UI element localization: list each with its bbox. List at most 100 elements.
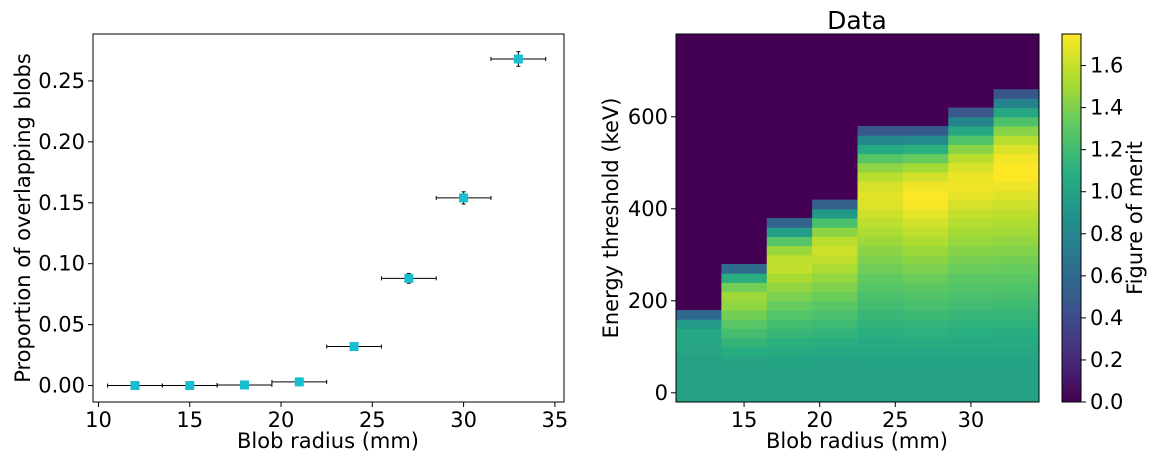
heatmap-cell [857, 236, 904, 247]
heatmap-cell [812, 199, 858, 210]
heatmap-cell [766, 300, 813, 311]
square-marker [294, 377, 304, 387]
heatmap-cell [857, 365, 904, 375]
heatmap-cell [766, 346, 813, 357]
square-marker [404, 273, 414, 283]
colorbar-ticks: 0.0 0.2 0.4 0.6 0.8 1.0 1.2 1.4 1.6 [1081, 54, 1123, 414]
heatmap-cell [857, 199, 904, 210]
heatmap-cell [766, 227, 813, 237]
heatmap-cell [902, 199, 949, 210]
heatmap-title: Data [827, 6, 887, 35]
heatmap-cell [676, 356, 722, 366]
heatmap-cell [902, 365, 949, 375]
square-marker [185, 381, 195, 391]
colorbar-tick-label: 0.4 [1090, 306, 1123, 330]
data-point-1 [161, 381, 218, 391]
y-tick-label: 0 [655, 381, 668, 405]
heatmap-cell [993, 245, 1040, 256]
heatmap-cell [857, 227, 904, 237]
heatmap-cell [902, 374, 949, 385]
colorbar-tick-label: 0.0 [1090, 390, 1123, 414]
heatmap-cell [948, 153, 995, 164]
colorbar-label: Figure of merit [1123, 141, 1147, 295]
heatmap-cell [676, 392, 722, 403]
heatmap-cell [948, 236, 995, 247]
heatmap-cell [993, 107, 1040, 118]
heatmap-cell [857, 218, 904, 228]
y-tick-label: 600 [628, 105, 668, 129]
y-tick-label: 400 [628, 197, 668, 221]
heatmap-cell [948, 245, 995, 256]
heatmap-cell [857, 245, 904, 256]
heatmap-cell [812, 208, 858, 219]
heatmap-cell [993, 144, 1040, 155]
data-point-7 [490, 51, 547, 67]
square-marker [240, 380, 250, 390]
heatmap-cell [948, 300, 995, 311]
heatmap-cell [857, 126, 904, 136]
heatmap-cell [993, 365, 1040, 375]
data-point-6 [435, 191, 492, 205]
heatmap-cell [902, 126, 949, 136]
heatmap-cell [766, 383, 813, 394]
heatmap-cell [948, 383, 995, 394]
heatmap-cell [857, 144, 904, 155]
scatter-marks [107, 51, 547, 391]
heatmap-cell [993, 236, 1040, 247]
heatmap-frame [675, 33, 1040, 403]
heatmap-cell [993, 162, 1040, 173]
y-tick-label: 0.00 [38, 374, 85, 398]
heatmap-cell [948, 199, 995, 210]
colorbar-tick-label: 0.6 [1090, 264, 1123, 288]
square-marker [459, 193, 469, 203]
heatmap-cell [902, 162, 949, 173]
heatmap-cell [721, 374, 768, 385]
heatmap-cell [993, 328, 1040, 339]
heatmap-cell [857, 181, 904, 191]
heatmap-cell [902, 300, 949, 311]
heatmap-cell [812, 218, 858, 228]
x-tick-label: 10 [85, 408, 112, 432]
heatmap-cell [766, 236, 813, 247]
heatmap-cell [766, 254, 813, 265]
heatmap-cell [993, 300, 1040, 311]
heatmap-cell [812, 374, 858, 385]
heatmap-cell [857, 392, 904, 403]
y-tick-label: 0.15 [38, 191, 85, 215]
heatmap-cell [857, 291, 904, 302]
heatmap-cell [812, 264, 858, 274]
heatmap-cell [812, 236, 858, 247]
heatmap-cell [948, 107, 995, 118]
heatmap-cell [721, 264, 768, 274]
heatmap-cell [812, 254, 858, 265]
heatmap-cell [902, 181, 949, 191]
colorbar-tick-label: 0.2 [1090, 348, 1123, 372]
heatmap-cell [993, 337, 1040, 348]
square-marker [349, 342, 359, 352]
heatmap-cell [721, 300, 768, 311]
heatmap-cell [812, 328, 858, 339]
heatmap-cell [948, 282, 995, 293]
heatmap-cell [993, 98, 1040, 109]
heatmap-cell [721, 365, 768, 375]
heatmap-cell [993, 374, 1040, 385]
data-point-2 [216, 380, 273, 390]
heatmap-cell [902, 319, 949, 329]
heatmap-cell [902, 291, 949, 302]
heatmap-cell [902, 208, 949, 219]
heatmap-cell [766, 356, 813, 366]
heatmap-cells [676, 34, 1040, 403]
figure-of-merit-heatmap: Data 15 20 25 30 0 200 400 600 Blob radius (mm… [599, 6, 1040, 453]
heatmap-x-axis-label: Blob radius (mm) [766, 429, 948, 453]
heatmap-cell [721, 291, 768, 302]
heatmap-cell [948, 374, 995, 385]
heatmap-cell [721, 310, 768, 320]
heatmap-cell [993, 208, 1040, 219]
y-tick-label: 0.20 [38, 130, 85, 154]
heatmap-cell [948, 144, 995, 155]
heatmap-cell [902, 153, 949, 164]
heatmap-cell [993, 273, 1040, 283]
heatmap-cell [857, 374, 904, 385]
y-tick-label: 0.10 [38, 252, 85, 276]
heatmap-cell [766, 328, 813, 339]
